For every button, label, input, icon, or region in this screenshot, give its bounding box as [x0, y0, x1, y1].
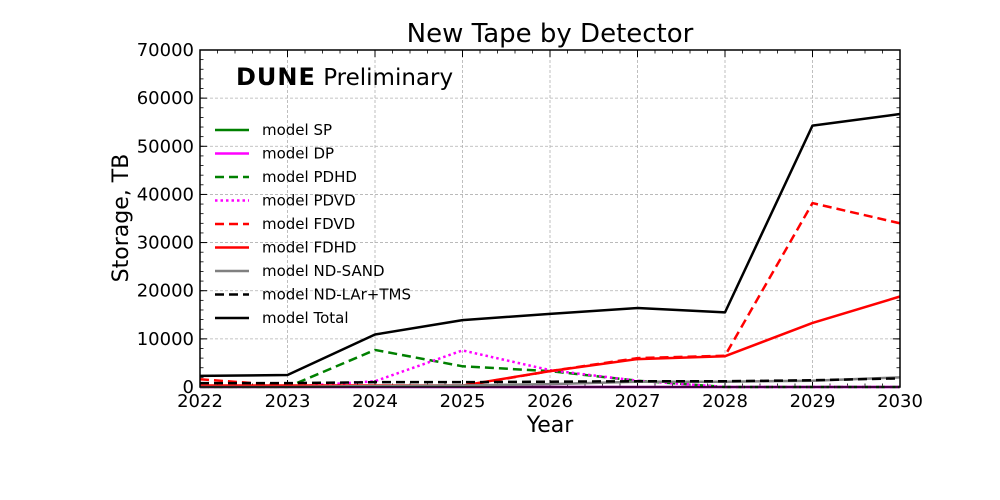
x-tick-label: 2028	[702, 391, 748, 412]
y-tick-label: 60000	[137, 88, 194, 109]
ticks: 2022 2023 2024 2025 2026 2027 2028 2029 2030 0 100…	[137, 40, 923, 412]
legend-label: model Total	[262, 309, 349, 327]
plot-frame	[199, 49, 901, 388]
x-tick-label: 2025	[440, 391, 486, 412]
legend-label: model ND-SAND	[262, 262, 385, 280]
legend-label: model ND-LAr+TMS	[262, 286, 411, 304]
y-tick-label: 50000	[137, 136, 194, 157]
legend-label: model PDVD	[262, 192, 356, 210]
series-line-8	[200, 377, 901, 385]
y-axis-label: Storage, TB	[109, 154, 134, 283]
legend-label: model SP	[262, 121, 332, 139]
y-tick-label: 20000	[137, 281, 194, 302]
x-tick-label: 2024	[352, 391, 398, 412]
y-tick-label: 70000	[137, 40, 194, 61]
legend-label: model PDHD	[262, 168, 357, 186]
dune-label: DUNE	[236, 63, 316, 91]
x-tick-label: 2022	[177, 391, 223, 412]
series-line-9	[199, 112, 901, 378]
legend-label: model FDVD	[262, 215, 355, 233]
x-tick-label: 2030	[877, 391, 923, 412]
legend: model SP model DP model PDHD model PDVD mode…	[215, 121, 411, 327]
x-tick-label: 2027	[615, 391, 661, 412]
legend-label: model DP	[262, 145, 334, 163]
y-tick-label: 40000	[137, 184, 194, 205]
y-tick-label: 30000	[137, 233, 194, 254]
legend-label: model FDHD	[262, 239, 356, 257]
x-tick-label: 2023	[265, 391, 311, 412]
chart-title: New Tape by Detector	[407, 19, 694, 49]
y-tick-label: 10000	[137, 329, 194, 350]
x-tick-label: 2026	[527, 391, 573, 412]
x-axis-label: Year	[526, 413, 575, 438]
x-tick-label: 2029	[790, 391, 836, 412]
dune-preliminary-label: DUNE Preliminary	[236, 63, 453, 91]
preliminary-label: Preliminary	[316, 65, 453, 91]
y-tick-label: 0	[183, 377, 194, 398]
